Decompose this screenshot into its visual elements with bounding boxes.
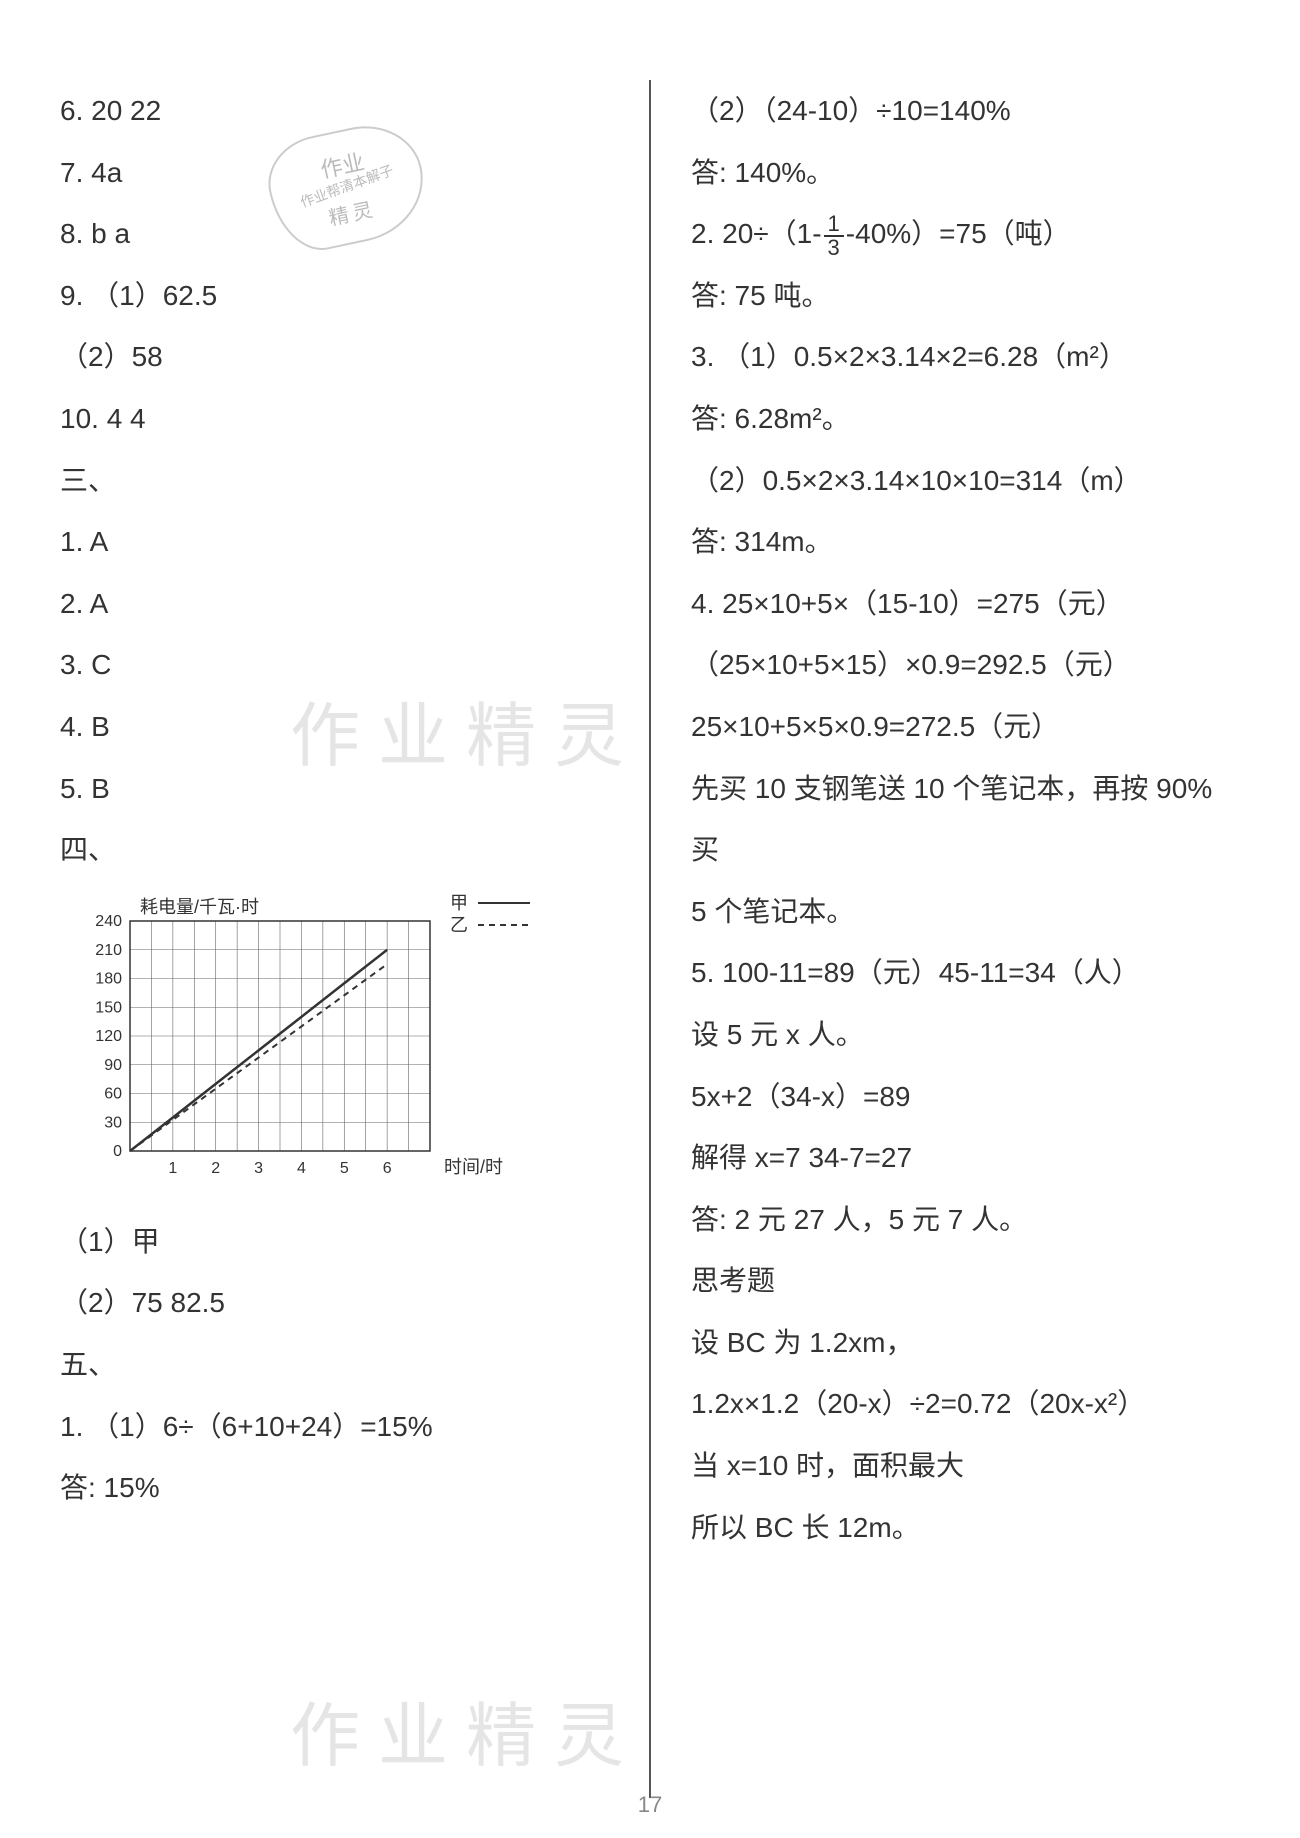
answer-line: 5x+2（34-x）=89 [691,1066,1240,1128]
text: -40%）=75（吨） [846,218,1071,249]
svg-text:5: 5 [340,1160,349,1177]
answer-line: 8. b a [60,203,609,265]
answer-line: 答: 6.28m²。 [691,388,1240,450]
answer-line: （2）75 82.5 [60,1272,609,1334]
fraction: 13 [824,213,844,259]
svg-text:210: 210 [95,941,122,958]
section-heading: 五、 [60,1334,609,1396]
left-column: 6. 20 22 7. 4a 8. b a 9. （1）62.5 （2）58 1… [60,80,639,1798]
answer-line: 4. B [60,696,609,758]
svg-text:150: 150 [95,999,122,1016]
fraction-numerator: 1 [824,213,844,237]
section-heading: 四、 [60,819,609,881]
svg-text:30: 30 [104,1114,122,1131]
answer-line: 6. 20 22 [60,80,609,142]
answer-line: 答: 2 元 27 人，5 元 7 人。 [691,1189,1240,1251]
answer-line: （2）58 [60,326,609,388]
answer-line: 答: 314m。 [691,511,1240,573]
page-number: 17 [638,1792,662,1818]
svg-text:120: 120 [95,1028,122,1045]
answer-line: 4. 25×10+5×（15-10）=275（元） [691,573,1240,635]
svg-text:0: 0 [113,1143,122,1160]
answer-line: 3. C [60,634,609,696]
answer-line: （25×10+5×15）×0.9=292.5（元） [691,634,1240,696]
answer-line: 当 x=10 时，面积最大 [691,1435,1240,1497]
answer-line: 10. 4 4 [60,388,609,450]
answer-line: 答: 75 吨。 [691,265,1240,327]
svg-text:2: 2 [211,1160,220,1177]
answer-line: （1）甲 [60,1211,609,1273]
answer-line: 2. A [60,573,609,635]
answer-line: 1.2x×1.2（20-x）÷2=0.72（20x-x²） [691,1373,1240,1435]
answer-line: 5 个笔记本。 [691,881,1240,943]
answer-line: 所以 BC 长 12m。 [691,1497,1240,1559]
svg-text:240: 240 [95,913,122,930]
svg-text:180: 180 [95,970,122,987]
page: 作业 作业帮清本解子 精灵 作业精灵 作业精灵 6. 20 22 7. 4a 8… [0,0,1300,1838]
svg-text:乙: 乙 [450,915,468,935]
section-heading: 三、 [60,450,609,512]
right-column: （2）（24-10）÷10=140% 答: 140%。 2. 20÷（1-13-… [661,80,1240,1798]
answer-line: 设 5 元 x 人。 [691,1004,1240,1066]
svg-text:3: 3 [254,1160,263,1177]
answer-line: 9. （1）62.5 [60,265,609,327]
answer-line: 5. B [60,758,609,820]
answer-line: 7. 4a [60,142,609,204]
answer-line: （2）（24-10）÷10=140% [691,80,1240,142]
svg-text:4: 4 [297,1160,306,1177]
svg-text:甲: 甲 [450,893,468,913]
answer-line: 设 BC 为 1.2xm， [691,1312,1240,1374]
answer-line: （2）0.5×2×3.14×10×10=314（m） [691,450,1240,512]
electricity-line-chart: 0 30 60 90 120 150 180 210 240 1 2 3 4 5 6 耗电量/千瓦·时时间/时… [60,891,609,1191]
answer-line: 2. 20÷（1-13-40%）=75（吨） [691,203,1240,265]
answer-line: 思考题 [691,1250,1240,1312]
answer-line: 25×10+5×5×0.9=272.5（元） [691,696,1240,758]
answer-line: 答: 15% [60,1457,609,1519]
text: 2. 20÷（1- [691,218,822,249]
answer-line: 1. （1）6÷（6+10+24）=15% [60,1396,609,1458]
fraction-denominator: 3 [824,237,844,259]
column-divider [649,80,651,1798]
svg-text:60: 60 [104,1085,122,1102]
svg-text:时间/时: 时间/时 [444,1157,503,1177]
svg-text:1: 1 [168,1160,177,1177]
svg-text:6: 6 [383,1160,392,1177]
answer-line: 解得 x=7 34-7=27 [691,1127,1240,1189]
answer-line: 5. 100-11=89（元）45-11=34（人） [691,942,1240,1004]
answer-line: 3. （1）0.5×2×3.14×2=6.28（m²） [691,326,1240,388]
answer-line: 1. A [60,511,609,573]
answer-line: 答: 140%。 [691,142,1240,204]
svg-text:耗电量/千瓦·时: 耗电量/千瓦·时 [140,897,259,917]
answer-line: 先买 10 支钢笔送 10 个笔记本，再按 90%买 [691,758,1240,881]
svg-text:90: 90 [104,1056,122,1073]
chart-svg: 0 30 60 90 120 150 180 210 240 1 2 3 4 5 6 耗电量/千瓦·时时间/时… [60,891,540,1191]
